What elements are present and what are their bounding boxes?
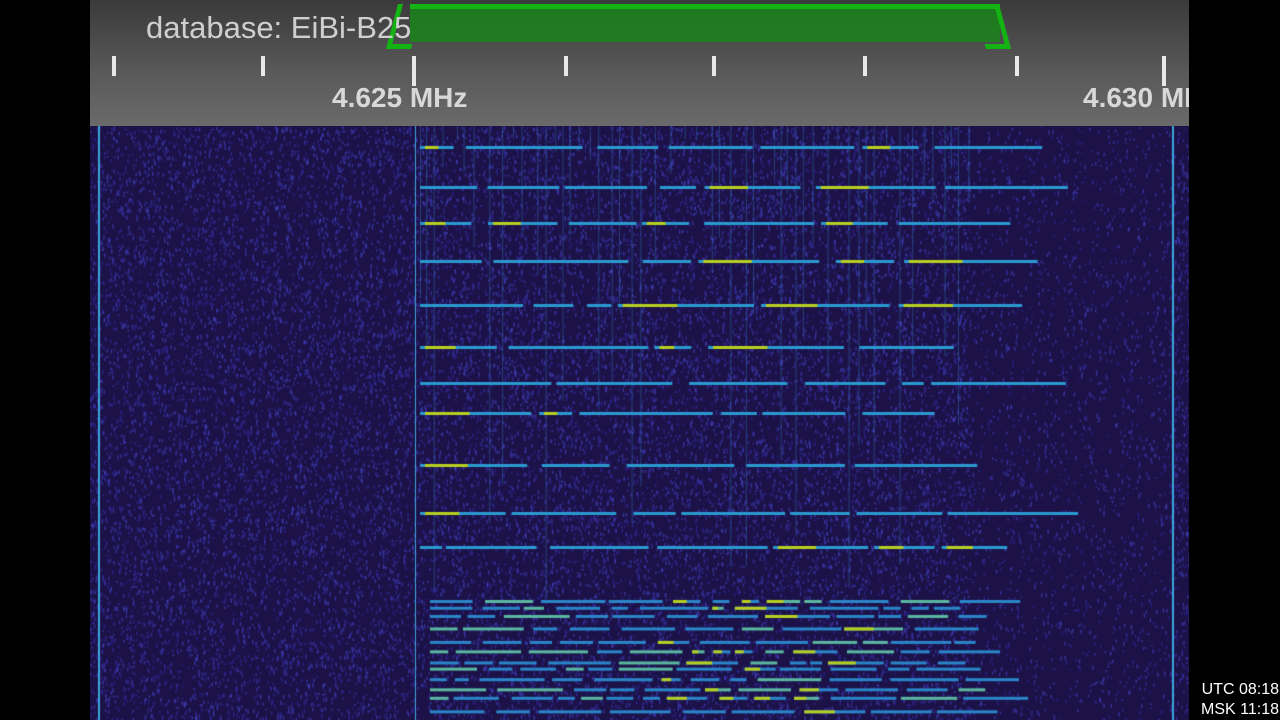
scale-tick bbox=[863, 56, 867, 76]
scale-tick-major bbox=[1162, 56, 1166, 86]
freq-label-4630: 4.630 MHz bbox=[1083, 82, 1189, 113]
freq-label-4625: 4.625 MHz bbox=[332, 82, 468, 113]
utc-time: UTC 08:18 bbox=[1201, 681, 1279, 698]
waterfall-display[interactable] bbox=[90, 126, 1189, 720]
scale-tick-major bbox=[412, 56, 416, 86]
passband-right-edge[interactable] bbox=[973, 4, 1012, 49]
database-label: database: EiBi-B25 bbox=[146, 10, 412, 45]
scale-tick bbox=[112, 56, 116, 76]
websdr-view: database: EiBi-B25 4.625 MHz 4.630 MHz bbox=[90, 0, 1189, 720]
scale-tick bbox=[261, 56, 265, 76]
passband-filter[interactable] bbox=[410, 4, 1000, 42]
msk-time: MSK 11:18 bbox=[1201, 701, 1279, 718]
clock-overlay: UTC 08:18 MSK 11:18 bbox=[1201, 680, 1279, 720]
scale-tick bbox=[1015, 56, 1019, 76]
scale-tick bbox=[564, 56, 568, 76]
scale-tick bbox=[712, 56, 716, 76]
frequency-scale[interactable]: database: EiBi-B25 4.625 MHz 4.630 MHz bbox=[90, 0, 1189, 126]
